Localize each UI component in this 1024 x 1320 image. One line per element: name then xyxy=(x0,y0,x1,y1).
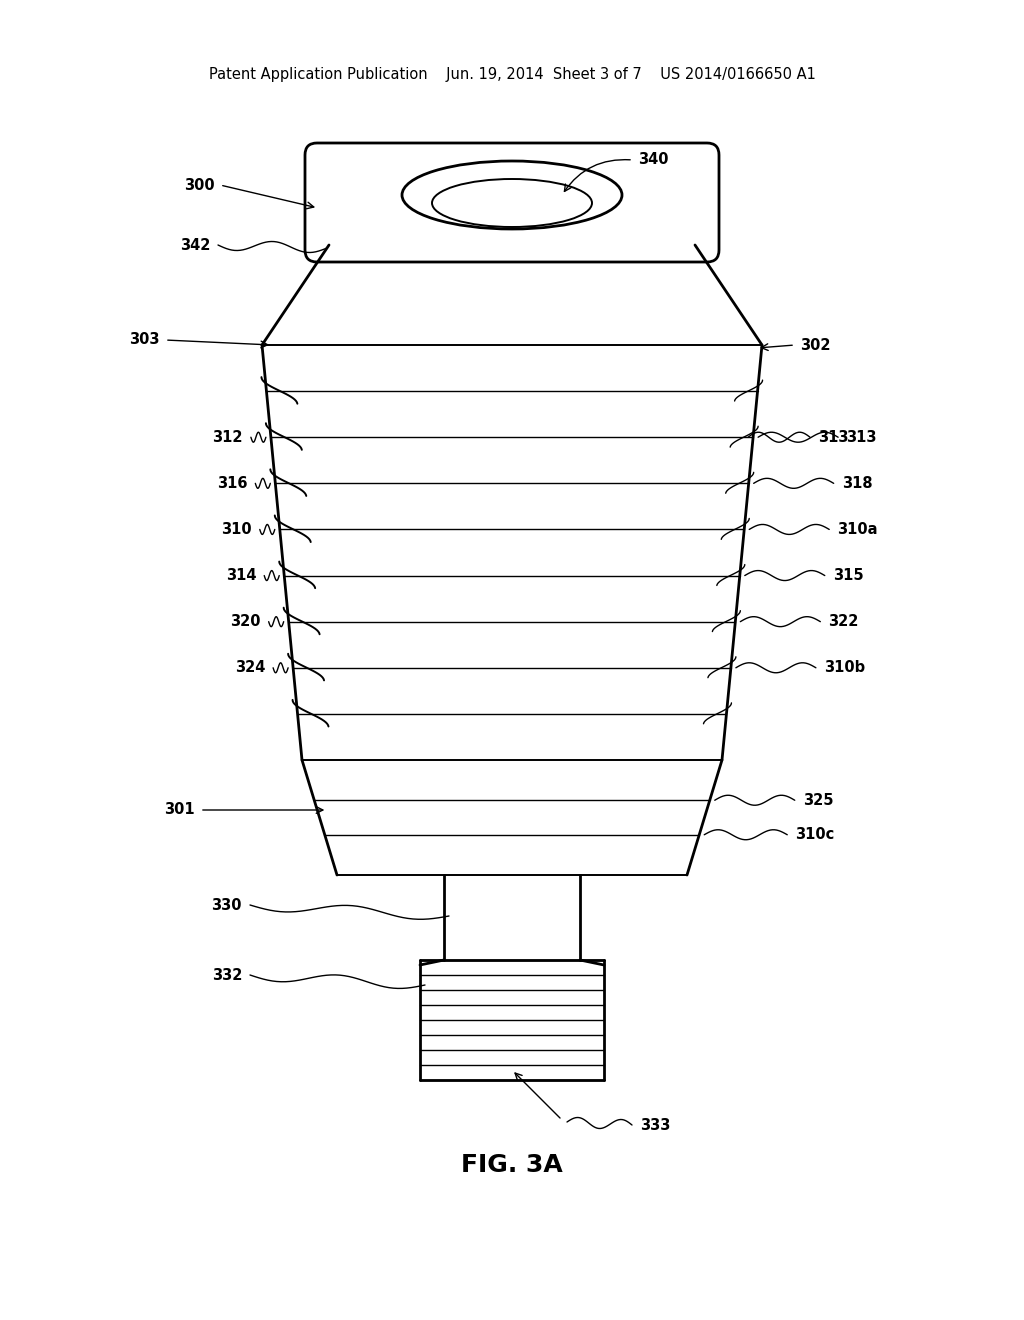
Text: 300: 300 xyxy=(184,177,215,193)
Text: 333: 333 xyxy=(640,1118,671,1133)
Text: 314: 314 xyxy=(225,568,256,583)
Text: 320: 320 xyxy=(230,614,261,630)
Text: 310a: 310a xyxy=(838,521,878,537)
Text: 313: 313 xyxy=(818,430,849,445)
Text: 325: 325 xyxy=(803,793,834,808)
Text: 302: 302 xyxy=(800,338,830,352)
Text: 312: 312 xyxy=(212,430,243,445)
FancyBboxPatch shape xyxy=(305,143,719,261)
Text: Patent Application Publication    Jun. 19, 2014  Sheet 3 of 7    US 2014/0166650: Patent Application Publication Jun. 19, … xyxy=(209,67,815,82)
Text: 315: 315 xyxy=(833,568,863,583)
Text: FIG. 3A: FIG. 3A xyxy=(461,1152,563,1177)
Text: 324: 324 xyxy=(234,660,265,676)
Text: 310: 310 xyxy=(221,521,252,537)
Ellipse shape xyxy=(432,180,592,227)
Text: 318: 318 xyxy=(842,475,872,491)
Text: 330: 330 xyxy=(212,898,242,912)
Text: 332: 332 xyxy=(212,968,242,982)
Text: 310c: 310c xyxy=(796,828,835,842)
Text: 303: 303 xyxy=(129,333,160,347)
Text: 313: 313 xyxy=(846,430,877,445)
Text: 322: 322 xyxy=(828,614,859,630)
Text: 301: 301 xyxy=(165,803,195,817)
Ellipse shape xyxy=(402,161,622,228)
Text: 342: 342 xyxy=(179,238,210,252)
Text: 316: 316 xyxy=(217,475,248,491)
Text: 340: 340 xyxy=(638,153,669,168)
Text: 310b: 310b xyxy=(824,660,865,676)
